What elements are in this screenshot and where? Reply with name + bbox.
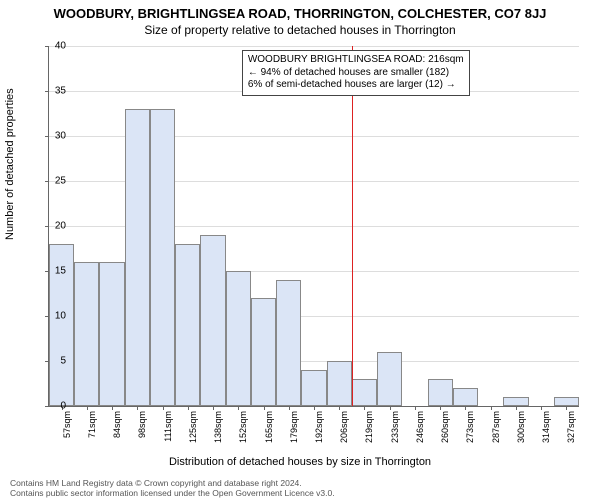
x-tick-label: 57sqm (62, 411, 72, 461)
x-tick-mark (87, 406, 88, 410)
y-tick-label: 20 (26, 221, 66, 232)
x-tick-mark (491, 406, 492, 410)
x-tick-mark (112, 406, 113, 410)
x-tick-mark (339, 406, 340, 410)
y-tick-label: 40 (26, 41, 66, 52)
histogram-bar (301, 370, 326, 406)
chart-title: WOODBURY, BRIGHTLINGSEA ROAD, THORRINGTO… (0, 0, 600, 21)
gridline (49, 46, 579, 47)
histogram-bar (453, 388, 478, 406)
y-tick-label: 30 (26, 131, 66, 142)
x-tick-label: 273sqm (465, 411, 475, 461)
histogram-bar (428, 379, 453, 406)
x-tick-label: 206sqm (339, 411, 349, 461)
histogram-bar (99, 262, 124, 406)
x-tick-label: 260sqm (440, 411, 450, 461)
annotation-line-1: WOODBURY BRIGHTLINGSEA ROAD: 216sqm (248, 54, 464, 67)
annotation-line-3: 6% of semi-detached houses are larger (1… (248, 79, 464, 92)
x-tick-label: 165sqm (264, 411, 274, 461)
x-tick-label: 327sqm (566, 411, 576, 461)
x-tick-mark (264, 406, 265, 410)
y-tick-label: 15 (26, 266, 66, 277)
x-tick-mark (289, 406, 290, 410)
x-tick-mark (364, 406, 365, 410)
y-tick-label: 10 (26, 311, 66, 322)
x-tick-label: 192sqm (314, 411, 324, 461)
x-tick-mark (566, 406, 567, 410)
histogram-bar (74, 262, 99, 406)
x-tick-mark (163, 406, 164, 410)
x-tick-label: 287sqm (491, 411, 501, 461)
y-tick-label: 25 (26, 176, 66, 187)
x-tick-mark (541, 406, 542, 410)
x-tick-mark (415, 406, 416, 410)
histogram-bar (276, 280, 301, 406)
histogram-bar (554, 397, 579, 406)
x-tick-mark (440, 406, 441, 410)
plot-area: 57sqm71sqm84sqm98sqm111sqm125sqm138sqm15… (48, 46, 579, 407)
histogram-bar (251, 298, 276, 406)
x-tick-label: 246sqm (415, 411, 425, 461)
x-tick-mark (465, 406, 466, 410)
x-tick-label: 138sqm (213, 411, 223, 461)
histogram-bar (150, 109, 175, 406)
x-axis-label: Distribution of detached houses by size … (0, 456, 600, 468)
x-tick-label: 179sqm (289, 411, 299, 461)
x-tick-label: 125sqm (188, 411, 198, 461)
x-tick-mark (238, 406, 239, 410)
footer-line-1: Contains HM Land Registry data © Crown c… (10, 478, 335, 488)
x-tick-mark (390, 406, 391, 410)
x-tick-mark (188, 406, 189, 410)
histogram-bar (503, 397, 528, 406)
histogram-bar (175, 244, 200, 406)
x-tick-mark (516, 406, 517, 410)
footer-attribution: Contains HM Land Registry data © Crown c… (10, 478, 335, 498)
annotation-line-2: ← 94% of detached houses are smaller (18… (248, 67, 464, 80)
histogram-bar (200, 235, 225, 406)
annotation-box: WOODBURY BRIGHTLINGSEA ROAD: 216sqm← 94%… (242, 50, 470, 96)
reference-line (352, 46, 353, 406)
chart-subtitle: Size of property relative to detached ho… (0, 21, 600, 37)
y-axis-label: Number of detached properties (4, 88, 16, 240)
y-tick-label: 35 (26, 86, 66, 97)
histogram-bar (226, 271, 251, 406)
x-tick-label: 111sqm (163, 411, 173, 461)
histogram-bar (125, 109, 150, 406)
histogram-bar (352, 379, 377, 406)
x-tick-mark (137, 406, 138, 410)
footer-line-2: Contains public sector information licen… (10, 488, 335, 498)
y-tick-label: 5 (26, 356, 66, 367)
x-tick-label: 98sqm (137, 411, 147, 461)
x-tick-label: 152sqm (238, 411, 248, 461)
x-tick-mark (314, 406, 315, 410)
x-tick-mark (213, 406, 214, 410)
x-tick-label: 219sqm (364, 411, 374, 461)
y-tick-label: 0 (26, 401, 66, 412)
x-tick-label: 300sqm (516, 411, 526, 461)
x-tick-label: 71sqm (87, 411, 97, 461)
histogram-bar (377, 352, 402, 406)
x-tick-label: 84sqm (112, 411, 122, 461)
x-tick-label: 314sqm (541, 411, 551, 461)
histogram-bar (327, 361, 352, 406)
x-tick-label: 233sqm (390, 411, 400, 461)
